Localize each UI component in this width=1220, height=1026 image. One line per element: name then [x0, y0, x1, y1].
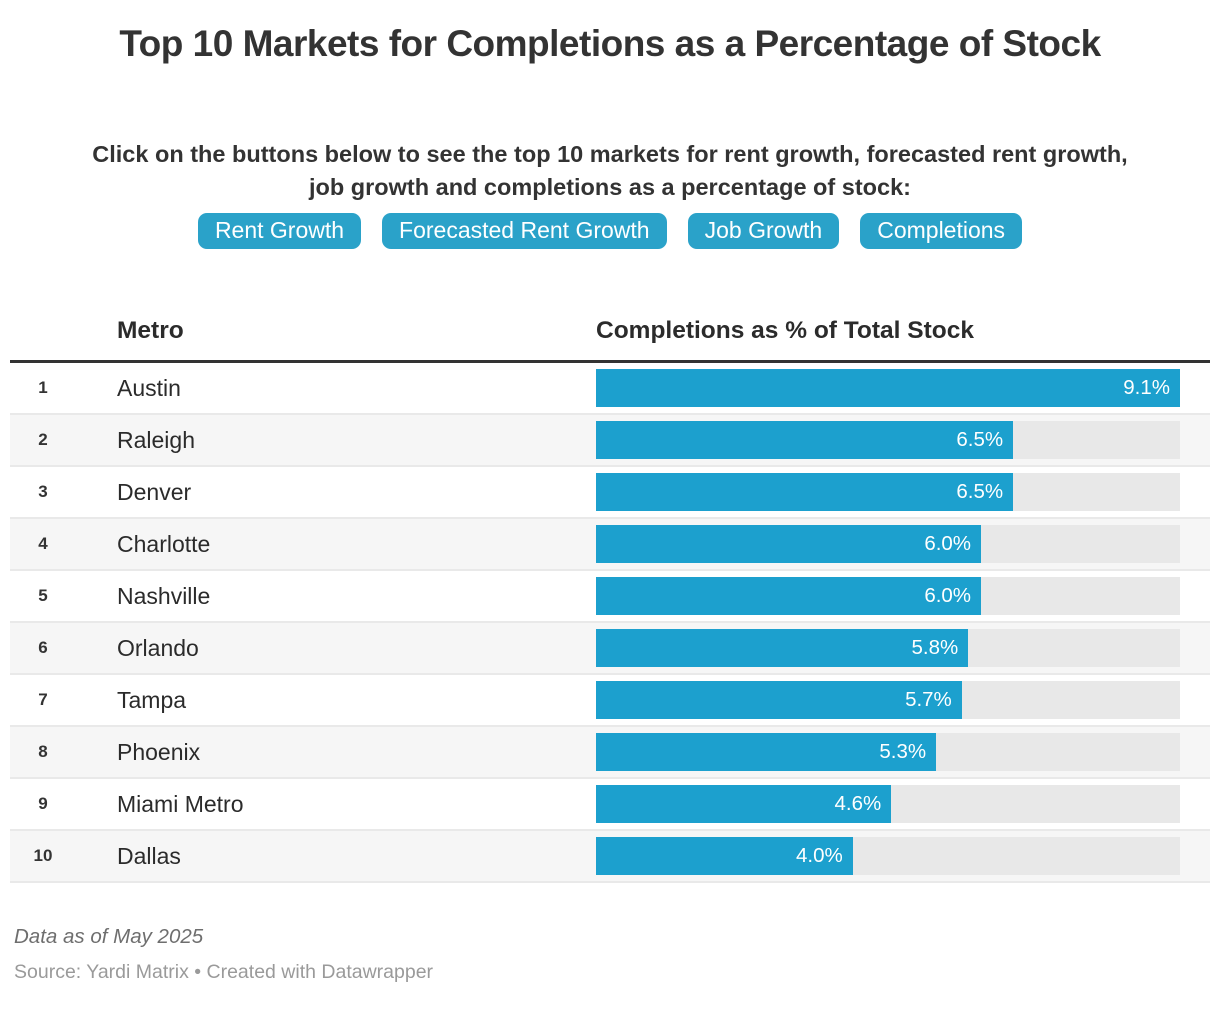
- bar-value-label: 5.3%: [879, 740, 927, 763]
- bar: 6.0%: [596, 577, 982, 615]
- bar-track: 9.1%: [596, 369, 1180, 407]
- table-row: 9 Miami Metro 4.6%: [10, 779, 1210, 831]
- button-completions[interactable]: Completions: [860, 213, 1023, 249]
- rank-cell: 4: [38, 534, 48, 553]
- bar-value-label: 6.5%: [956, 480, 1004, 503]
- metro-cell: Phoenix: [117, 738, 201, 765]
- metro-cell: Nashville: [117, 582, 211, 609]
- table-row: 10 Dallas 4.0%: [10, 831, 1210, 883]
- bar-track: 6.0%: [596, 525, 1180, 563]
- rank-cell: 8: [38, 742, 48, 761]
- table-row: 3 Denver 6.5%: [10, 467, 1210, 519]
- bar: 4.0%: [596, 837, 853, 875]
- bar: 6.5%: [596, 473, 1014, 511]
- bar: 5.7%: [596, 681, 962, 719]
- rank-cell: 6: [38, 638, 48, 657]
- data-note: Data as of May 2025: [14, 925, 204, 948]
- chart-description: Click on the buttons below to see the to…: [0, 138, 1220, 204]
- table-header: Metro Completions as % of Total Stock: [10, 317, 1210, 360]
- bar: 6.0%: [596, 525, 982, 563]
- rank-cell: 5: [38, 586, 48, 605]
- metro-cell: Denver: [117, 478, 192, 505]
- button-forecasted-rent-growth[interactable]: Forecasted Rent Growth: [382, 213, 667, 249]
- bar-track: 6.5%: [596, 473, 1180, 511]
- bar-value-label: 5.7%: [905, 688, 952, 711]
- table-row: 5 Nashville 6.0%: [10, 571, 1210, 623]
- button-job-growth[interactable]: Job Growth: [687, 213, 840, 249]
- value-column-header: Completions as % of Total Stock: [596, 317, 974, 344]
- rank-cell: 10: [33, 846, 53, 865]
- page-title: Top 10 Markets for Completions as a Perc…: [119, 23, 1101, 64]
- metro-cell: Orlando: [117, 634, 199, 661]
- metro-cell: Raleigh: [117, 426, 195, 453]
- bar-value-label: 4.6%: [834, 792, 882, 815]
- description-line-1: Click on the buttons below to see the to…: [92, 141, 1128, 167]
- bar-track: 6.0%: [596, 577, 1180, 615]
- bar-value-label: 5.8%: [911, 636, 959, 659]
- bar-track: 5.7%: [596, 681, 1180, 719]
- metro-cell: Tampa: [117, 686, 187, 713]
- bar-track: 5.8%: [596, 629, 1180, 667]
- bar-track: 5.3%: [596, 733, 1180, 771]
- table-row: 4 Charlotte 6.0%: [10, 519, 1210, 571]
- description-line-2: job growth and completions as a percenta…: [309, 174, 911, 200]
- metro-cell: Austin: [117, 374, 181, 401]
- metro-cell: Charlotte: [117, 530, 211, 557]
- footer: Data as of May 2025 Source: Yardi Matrix…: [14, 925, 1206, 984]
- source-line: Source: Yardi Matrix • Created with Data…: [14, 961, 434, 983]
- table-row: 1 Austin 9.1%: [10, 363, 1210, 415]
- bar-track: 6.5%: [596, 421, 1180, 459]
- rank-cell: 3: [38, 482, 48, 501]
- metro-cell: Miami Metro: [117, 790, 244, 817]
- bar: 5.8%: [596, 629, 969, 667]
- metro-cell: Dallas: [117, 842, 181, 869]
- bar-track: 4.0%: [596, 837, 1180, 875]
- bar: 6.5%: [596, 421, 1014, 459]
- bar: 5.3%: [596, 733, 937, 771]
- table-body: 1 Austin 9.1% 2 Raleigh 6.5% 3 Denver 6.5% 4 Charl…: [10, 360, 1210, 883]
- rank-cell: 7: [38, 690, 48, 709]
- bar-value-label: 6.0%: [924, 532, 972, 555]
- bar-track: 4.6%: [596, 785, 1180, 823]
- button-rent-growth[interactable]: Rent Growth: [197, 213, 362, 249]
- table-row: 8 Phoenix 5.3%: [10, 727, 1210, 779]
- bar: 4.6%: [596, 785, 892, 823]
- bar-value-label: 6.0%: [924, 584, 972, 607]
- bar: 9.1%: [596, 369, 1180, 407]
- table-row: 2 Raleigh 6.5%: [10, 415, 1210, 467]
- metro-column-header: Metro: [117, 317, 184, 344]
- table-row: 7 Tampa 5.7%: [10, 675, 1210, 727]
- bar-value-label: 4.0%: [795, 844, 843, 867]
- rank-cell: 1: [38, 378, 48, 397]
- table-row: 6 Orlando 5.8%: [10, 623, 1210, 675]
- bar-value-label: 6.5%: [956, 428, 1004, 451]
- rankings-table: Metro Completions as % of Total Stock 1 A…: [10, 317, 1210, 883]
- rank-cell: 2: [38, 430, 48, 449]
- rank-cell: 9: [38, 794, 48, 813]
- bar-value-label: 9.1%: [1123, 376, 1170, 399]
- button-row: Rent Growth Forecasted Rent Growth Job Gro…: [0, 213, 1220, 249]
